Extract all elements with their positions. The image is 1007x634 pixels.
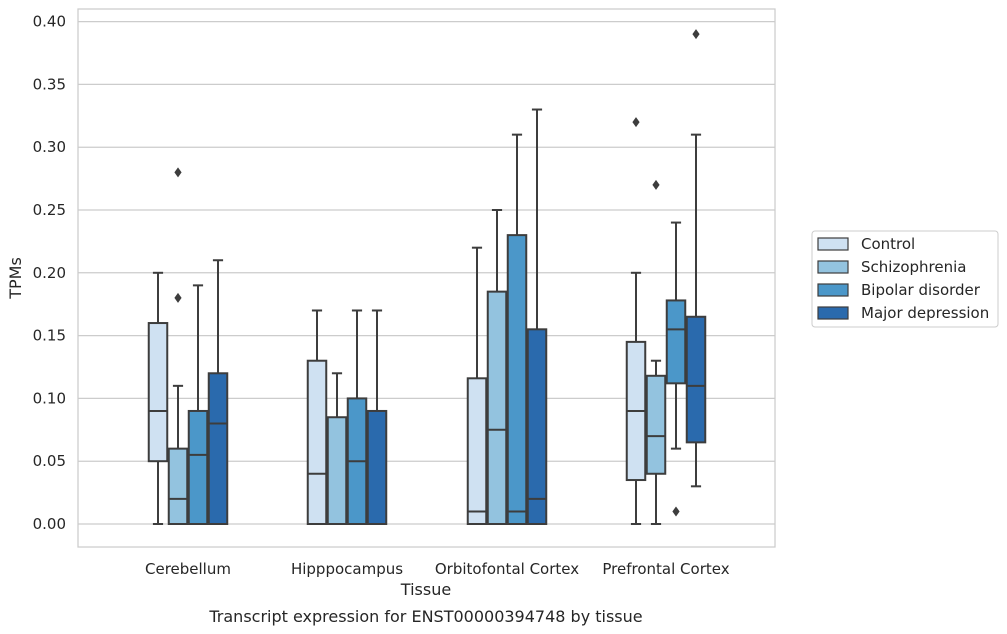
x-axis-label: Tissue: [400, 580, 451, 599]
legend: Control Schizophrenia Bipolar disorder Majo…: [811, 230, 999, 328]
box-body: [207, 372, 229, 525]
box-0-3: [207, 259, 229, 525]
boxes-layer: [147, 29, 707, 526]
box-body: [466, 377, 488, 525]
legend-label: Major depression: [861, 304, 989, 322]
outlier-point: [174, 292, 182, 303]
legend-label: Schizophrenia: [861, 258, 966, 276]
box-body: [645, 374, 667, 475]
plot-area-frame: [77, 8, 776, 548]
box-0-2: [187, 284, 209, 525]
legend-label: Control: [861, 235, 915, 253]
x-tick-labels: Cerebellum Hipppocampus Orbitofontal Corte…: [145, 560, 730, 578]
y-tick-labels: 0.00 0.05 0.10 0.15 0.20 0.25 0.30 0.35 0.40: [33, 13, 66, 533]
y-tick-label: 0.10: [33, 389, 66, 407]
y-tick-label: 0.25: [33, 201, 66, 219]
y-tick-label: 0.15: [33, 327, 66, 345]
y-tick-label: 0.05: [33, 452, 66, 470]
box-body: [685, 315, 707, 444]
box-body: [187, 409, 209, 525]
box-body: [167, 447, 189, 526]
box-body: [366, 409, 388, 525]
x-tick-label: Orbitofontal Cortex: [435, 560, 579, 578]
legend-swatch: [817, 237, 849, 251]
box-2-0: [466, 246, 488, 525]
box-1-3: [366, 309, 388, 525]
y-axis-label: TPMs: [6, 257, 25, 300]
box-body: [526, 328, 548, 525]
box-3-3: [685, 29, 707, 488]
legend-label: Bipolar disorder: [861, 281, 981, 299]
outlier-point: [174, 167, 182, 178]
box-2-3: [526, 108, 548, 525]
x-tick-label: Prefrontal Cortex: [602, 560, 729, 578]
legend-swatch: [817, 306, 849, 320]
legend-frame: [811, 230, 999, 328]
y-tick-label: 0.35: [33, 75, 66, 93]
box-3-2: [665, 221, 687, 517]
outlier-point: [692, 29, 700, 40]
y-tick-label: 0.00: [33, 515, 66, 533]
y-tick-label: 0.20: [33, 264, 66, 282]
box-0-1: [167, 167, 189, 526]
box-1-0: [306, 309, 328, 525]
box-3-1: [645, 179, 667, 525]
box-body: [326, 416, 348, 525]
y-tick-label: 0.40: [33, 13, 66, 31]
box-1-2: [346, 309, 368, 525]
box-body: [665, 299, 687, 385]
outlier-point: [652, 179, 660, 190]
box-body: [486, 290, 508, 526]
box-2-1: [486, 209, 508, 526]
x-tick-label: Hipppocampus: [291, 560, 403, 578]
legend-swatch: [817, 283, 849, 297]
box-0-0: [147, 271, 169, 525]
y-tick-label: 0.30: [33, 138, 66, 156]
box-body: [147, 322, 169, 463]
outlier-point: [672, 506, 680, 517]
box-body: [306, 359, 328, 525]
outlier-point: [632, 117, 640, 128]
x-tick-label: Cerebellum: [145, 560, 231, 578]
box-2-2: [506, 133, 528, 525]
legend-swatch: [817, 260, 849, 274]
chart-caption: Transcript expression for ENST0000039474…: [208, 607, 642, 626]
box-body: [506, 234, 528, 525]
box-1-1: [326, 372, 348, 525]
box-3-0: [625, 117, 647, 525]
